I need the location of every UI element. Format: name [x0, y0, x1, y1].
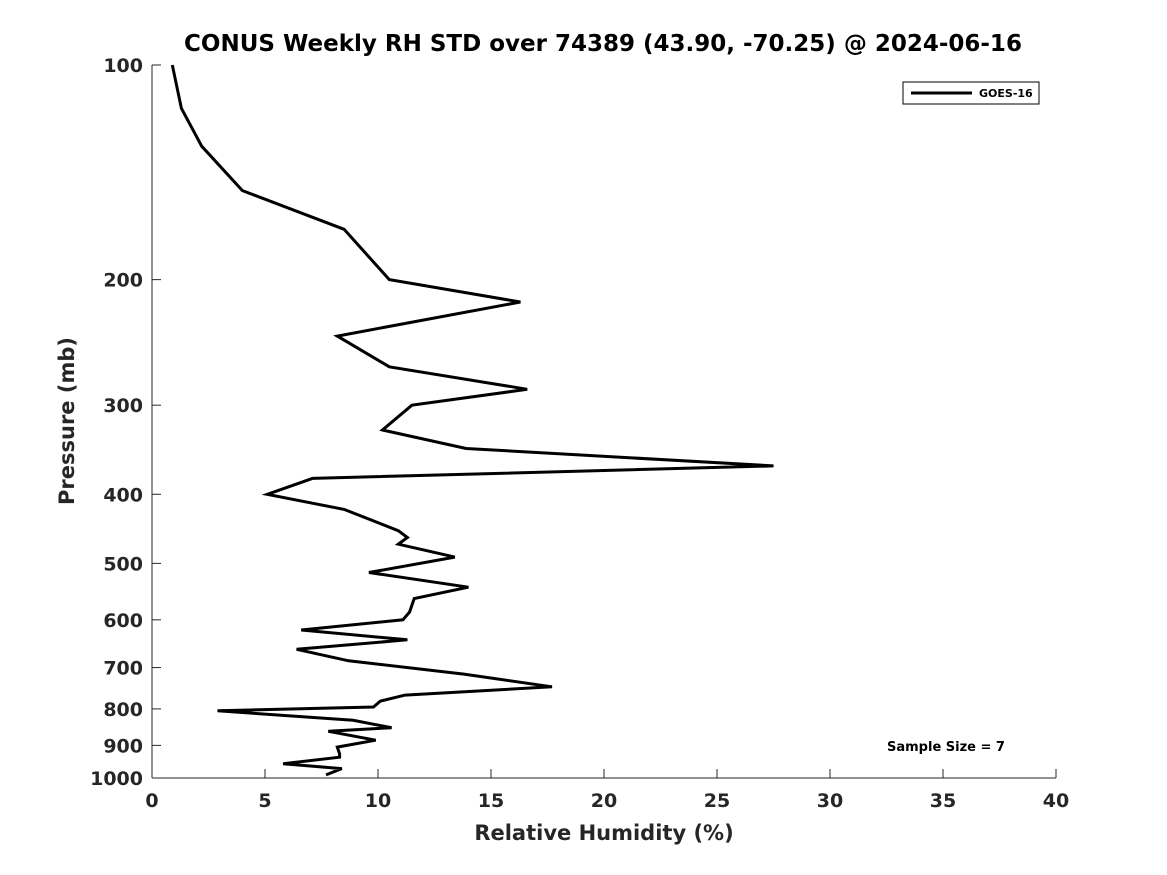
x-tick-label: 20 [591, 790, 617, 812]
x-tick-label: 30 [817, 790, 843, 812]
series-layer [170, 64, 774, 777]
y-tick-label: 900 [103, 735, 143, 757]
x-tick-label: 15 [478, 790, 504, 812]
x-tick-label: 5 [258, 790, 271, 812]
y-tick-label: 600 [103, 610, 143, 632]
x-tick-label: 25 [704, 790, 730, 812]
x-tick-label: 35 [930, 790, 956, 812]
y-tick-label: 1000 [90, 768, 143, 790]
y-tick-label: 200 [103, 270, 143, 292]
y-tick-label: 300 [103, 395, 143, 417]
chart-title: CONUS Weekly RH STD over 74389 (43.90, -… [184, 31, 1022, 57]
y-axis-ticks: 100 200 300 400 500 600 700 800 900 1000 [90, 55, 161, 790]
x-tick-label: 40 [1043, 790, 1069, 812]
series-line-goes-16 [170, 64, 774, 777]
x-axis-ticks: 0 5 10 15 20 25 30 35 40 [145, 769, 1069, 812]
y-tick-label: 800 [103, 699, 143, 721]
y-tick-label: 400 [103, 484, 143, 506]
y-tick-label: 100 [103, 55, 143, 77]
legend-label-goes-16: GOES-16 [979, 87, 1033, 100]
y-axis-title: Pressure (mb) [55, 337, 79, 505]
x-tick-label: 0 [145, 790, 158, 812]
x-tick-label: 10 [365, 790, 391, 812]
axes [151, 65, 1056, 779]
y-tick-label: 500 [103, 553, 143, 575]
y-tick-label: 700 [103, 658, 143, 680]
sample-size-annotation: Sample Size = 7 [887, 740, 1005, 755]
legend: GOES-16 [902, 81, 1040, 105]
x-axis-title: Relative Humidity (%) [474, 821, 733, 845]
